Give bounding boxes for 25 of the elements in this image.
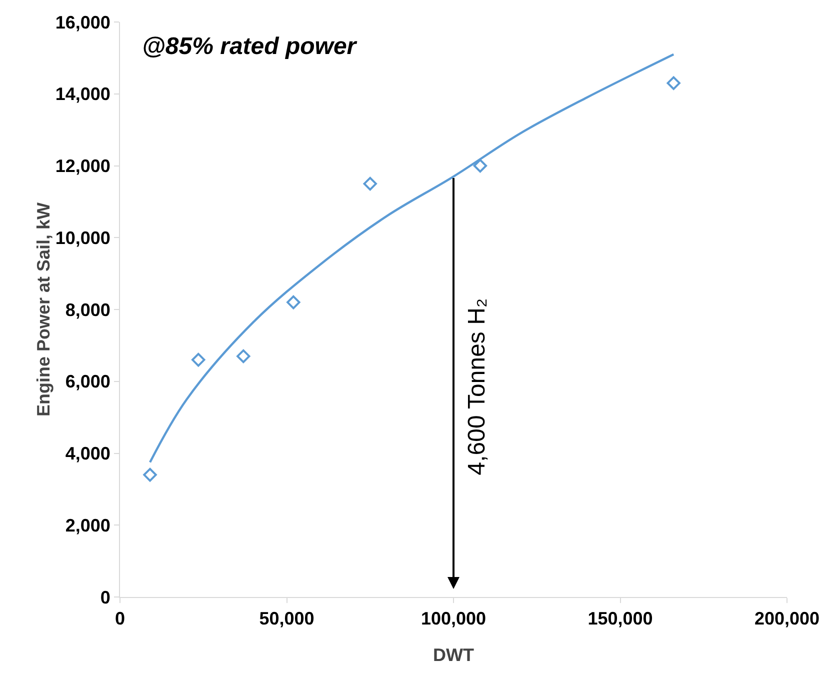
point: [286, 295, 300, 310]
point: [236, 349, 250, 364]
x-tick-label: 50,000: [259, 608, 314, 629]
point: [473, 158, 488, 173]
y-tick-label: 6,000: [65, 372, 110, 392]
x-tick-label: 100,000: [420, 608, 486, 629]
y-tick-label: 8,000: [65, 300, 110, 320]
x-axis-title: DWT: [433, 645, 474, 665]
x-tick-label: 150,000: [588, 608, 653, 629]
y-tick-label: 12,000: [55, 156, 110, 176]
x-tick-label: 0: [114, 608, 126, 629]
y-tick-label: 16,000: [55, 12, 110, 32]
point: [143, 468, 157, 482]
y-tick-label: 10,000: [55, 228, 110, 248]
annotation: @85% rated power: [142, 33, 358, 60]
y-tick-label: 4,000: [65, 444, 110, 464]
point: [192, 352, 206, 367]
point: [363, 176, 377, 191]
y-tick-label: 14,000: [55, 84, 110, 104]
point: [666, 76, 680, 90]
ref-line-label: 4,600 Tonnes H₂: [464, 298, 491, 476]
y-axis-title: Engine Power at Sail, kW: [33, 202, 54, 417]
y-tick-label: 2,000: [65, 515, 110, 536]
y-tick-label: 0: [100, 587, 110, 608]
x-tick-label: 200,000: [754, 608, 820, 629]
